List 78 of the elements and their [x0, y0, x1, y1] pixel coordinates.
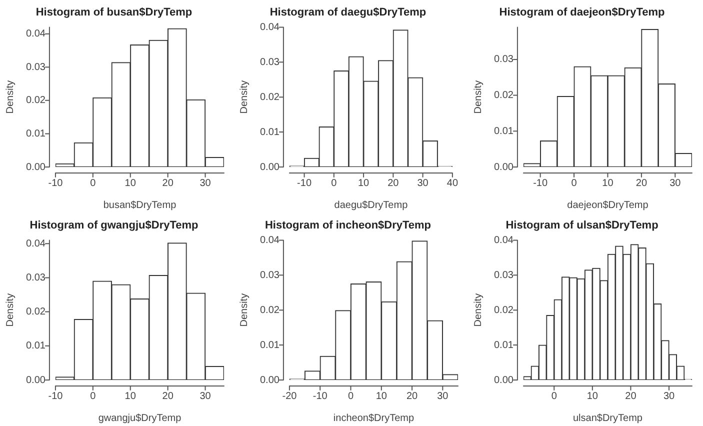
y-tick-label: 0.03 — [260, 56, 280, 68]
y-tick-label: 0.03 — [26, 62, 46, 73]
x-tick-label: -10 — [312, 390, 328, 402]
y-tick-label: 0.03 — [494, 54, 514, 66]
y-axis-title: Density — [238, 80, 250, 114]
chart-title: Histogram of daejeon$DryTemp — [499, 6, 665, 19]
x-tick-label: 30 — [670, 178, 682, 189]
x-tick-label: 30 — [437, 390, 449, 402]
y-tick-label: 0.00 — [260, 162, 280, 173]
y-tick-label: 0.03 — [494, 270, 514, 281]
y-tick-label: 0.02 — [260, 92, 280, 103]
x-axis-title: ulsan$DryTemp — [572, 412, 643, 424]
y-tick-label: 0.00 — [26, 162, 46, 173]
x-tick-label: 20 — [162, 178, 174, 189]
x-tick-label: 30 — [200, 390, 212, 402]
y-tick-label: 0.01 — [26, 128, 46, 140]
y-tick-label: 0.00 — [494, 374, 514, 386]
y-tick-label: 0.00 — [260, 374, 280, 386]
y-tick-label: 0.02 — [26, 306, 46, 318]
chart-title: Histogram of daegu$DryTemp — [270, 6, 426, 19]
x-tick-label: 20 — [388, 178, 400, 189]
x-tick-label: 20 — [625, 390, 637, 402]
y-tick-label: 0.02 — [494, 90, 514, 102]
x-tick-label: 30 — [417, 178, 429, 189]
x-tick-label: 20 — [162, 390, 174, 402]
y-tick-label: 0.04 — [26, 28, 46, 40]
x-tick-label: 0 — [551, 390, 558, 402]
chart-title: Histogram of ulsan$DryTemp — [506, 220, 659, 232]
chart-title: Histogram of gwangju$DryTemp — [30, 220, 199, 232]
x-tick-label: 10 — [358, 178, 370, 189]
x-tick-label: 10 — [586, 390, 598, 402]
y-tick-label: 0.04 — [26, 238, 46, 250]
x-tick-label: 0 — [90, 178, 96, 189]
y-tick-label: 0.01 — [260, 340, 280, 351]
y-tick-label: 0.04 — [260, 234, 280, 246]
y-tick-label: 0.00 — [26, 374, 46, 386]
y-tick-label: 0.02 — [494, 304, 514, 316]
x-tick-label: 0 — [571, 178, 578, 189]
y-axis-title: Density — [4, 293, 16, 327]
y-axis-title: Density — [472, 293, 484, 327]
x-tick-label: 10 — [124, 390, 136, 402]
y-tick-label: 0.04 — [260, 22, 280, 33]
y-tick-label: 0.01 — [260, 126, 280, 138]
x-tick-label: 40 — [446, 178, 458, 189]
x-axis-title: gwangju$DryTemp — [98, 412, 182, 424]
y-tick-label: 0.01 — [494, 340, 514, 351]
x-axis-title: daejeon$DryTemp — [567, 200, 649, 211]
y-axis-title: Density — [4, 80, 16, 114]
x-axis-title: daegu$DryTemp — [334, 200, 408, 211]
y-tick-label: 0.04 — [494, 234, 514, 246]
x-tick-label: 20 — [406, 390, 418, 402]
x-tick-label: 20 — [636, 178, 648, 189]
y-axis-title: Density — [238, 293, 250, 327]
x-axis-title: busan$DryTemp — [103, 200, 177, 211]
x-tick-label: 10 — [376, 390, 388, 402]
x-tick-label: 0 — [90, 390, 96, 402]
x-tick-label: 10 — [124, 178, 136, 189]
x-tick-label: -10 — [533, 178, 548, 189]
x-axis-title: incheon$DryTemp — [333, 412, 414, 424]
chart-title: Histogram of incheon$DryTemp — [264, 220, 432, 232]
y-tick-label: 0.03 — [26, 272, 46, 284]
y-tick-label: 0.02 — [260, 304, 280, 316]
x-tick-label: 30 — [200, 178, 212, 189]
x-tick-label: -10 — [48, 178, 64, 189]
y-axis-title: Density — [472, 80, 484, 114]
x-tick-label: 0 — [348, 390, 354, 402]
y-tick-label: 0.00 — [494, 162, 514, 173]
x-tick-label: -10 — [48, 390, 64, 402]
x-tick-label: 30 — [663, 390, 676, 402]
x-tick-label: -20 — [282, 390, 298, 402]
y-tick-label: 0.02 — [26, 95, 46, 106]
chart-title: Histogram of busan$DryTemp — [36, 6, 192, 19]
y-tick-label: 0.01 — [494, 126, 514, 137]
y-tick-label: 0.01 — [26, 340, 46, 352]
x-tick-label: 10 — [602, 178, 614, 189]
y-tick-label: 0.03 — [260, 270, 280, 281]
x-tick-label: -10 — [297, 178, 312, 189]
x-tick-label: 0 — [331, 178, 338, 189]
